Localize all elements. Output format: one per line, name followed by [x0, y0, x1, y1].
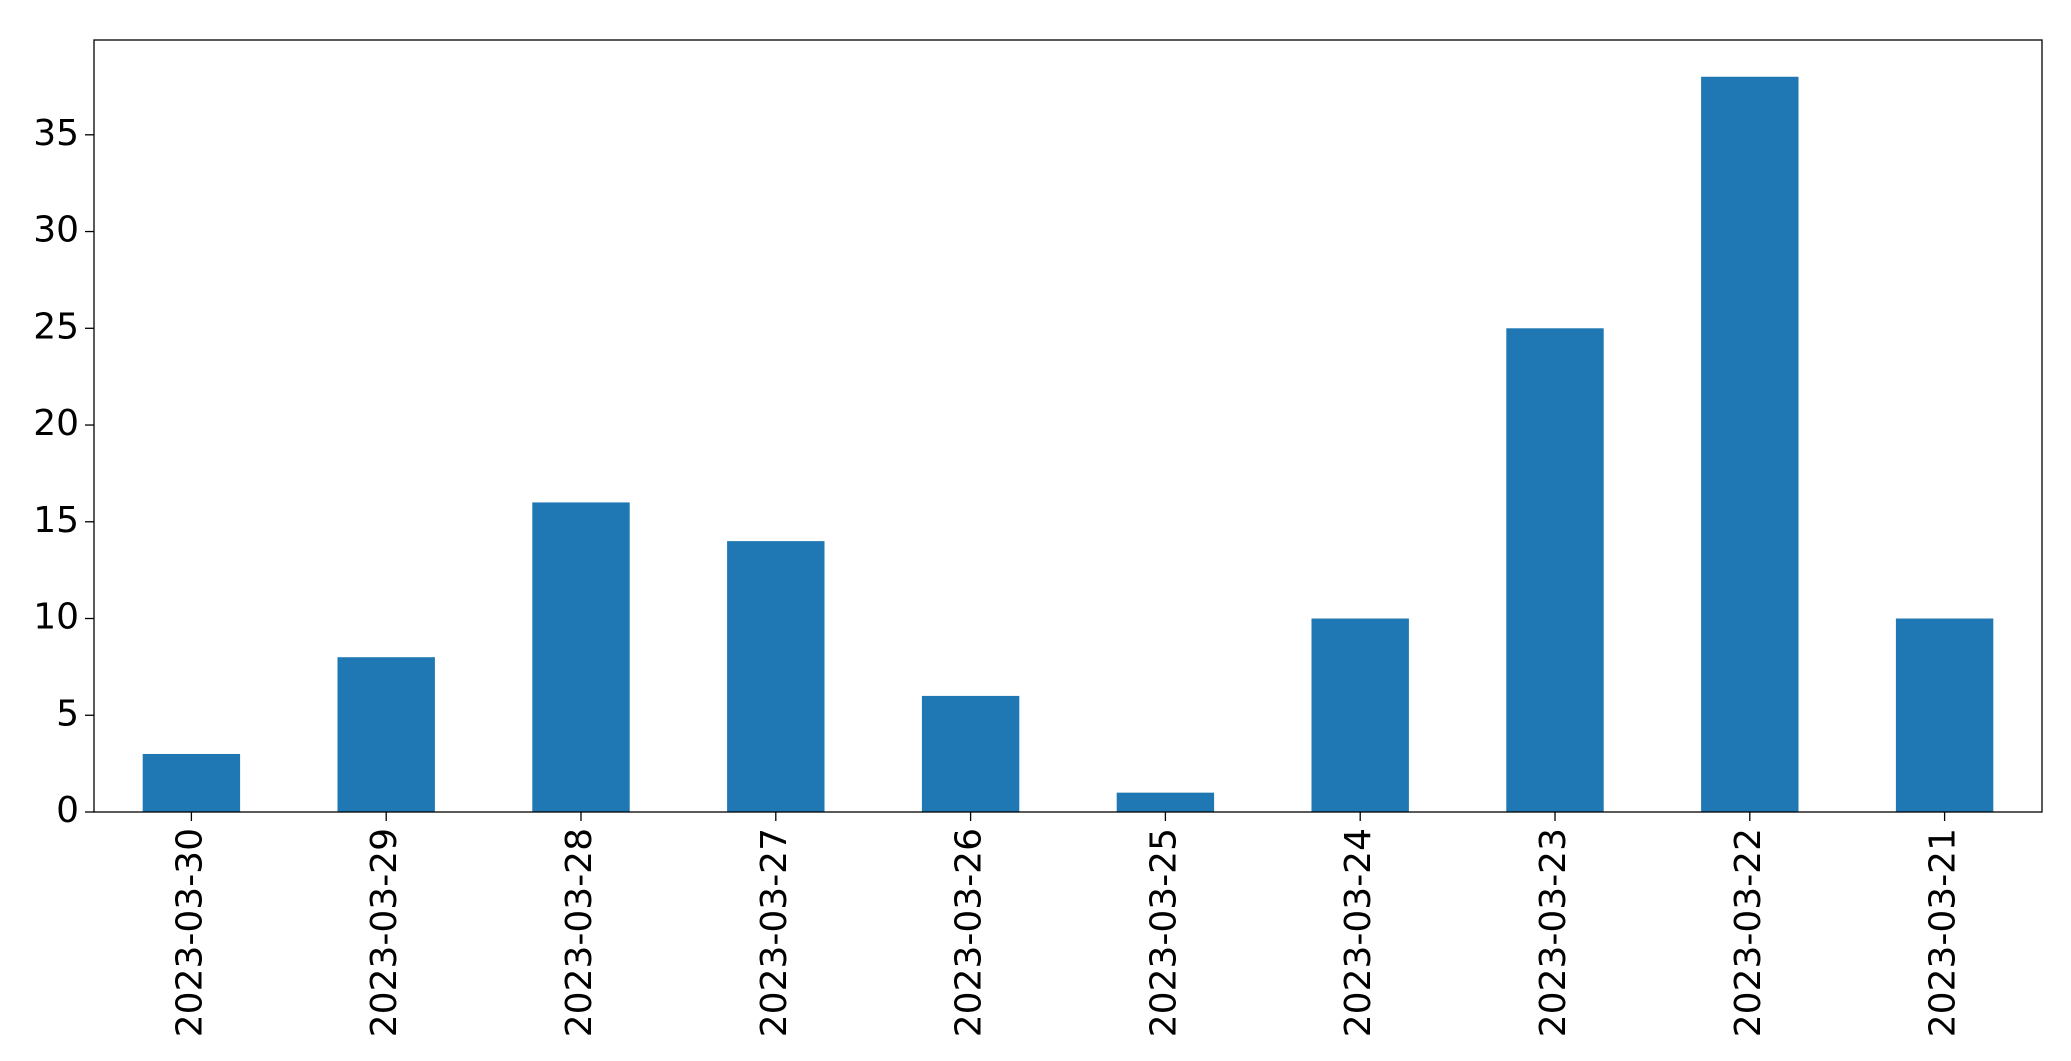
bar [337, 657, 435, 812]
x-tick-label: 2023-03-26 [949, 828, 990, 1037]
x-tick-label: 2023-03-22 [1728, 828, 1769, 1037]
bar [1895, 618, 1994, 812]
bar [1701, 76, 1799, 812]
x-tick-label: 2023-03-27 [754, 828, 795, 1037]
bar [1116, 792, 1215, 812]
plot-frame [93, 39, 2043, 813]
y-tick-label: 20 [33, 403, 79, 444]
y-tick-label: 10 [33, 597, 79, 638]
bar [1506, 328, 1604, 812]
x-tick-label: 2023-03-24 [1338, 828, 1379, 1037]
y-tick-label: 35 [33, 113, 79, 154]
x-tick-label: 2023-03-25 [1143, 828, 1184, 1037]
bar [921, 695, 1020, 812]
y-tick-label: 5 [56, 693, 79, 734]
x-tick-label: 2023-03-29 [364, 828, 405, 1037]
bar [1311, 618, 1409, 812]
y-tick-label: 30 [33, 210, 79, 251]
x-tick-label: 2023-03-21 [1923, 828, 1964, 1037]
y-tick-label: 15 [33, 500, 79, 541]
bar [727, 541, 825, 812]
x-tick-label: 2023-03-28 [559, 828, 600, 1037]
bar [142, 753, 241, 812]
bar [532, 502, 630, 812]
y-tick-label: 0 [56, 790, 79, 831]
y-tick-label: 25 [33, 306, 79, 347]
x-tick-label: 2023-03-30 [169, 828, 210, 1037]
x-tick-label: 2023-03-23 [1533, 828, 1574, 1037]
